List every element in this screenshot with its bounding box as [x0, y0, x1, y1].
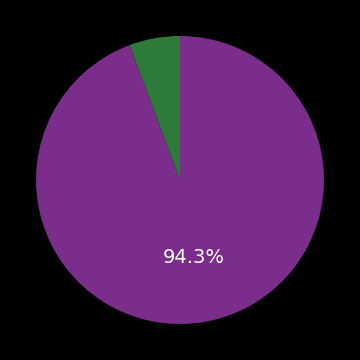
Wedge shape: [130, 36, 180, 180]
Text: 94.3%: 94.3%: [163, 248, 225, 267]
Wedge shape: [36, 36, 324, 324]
